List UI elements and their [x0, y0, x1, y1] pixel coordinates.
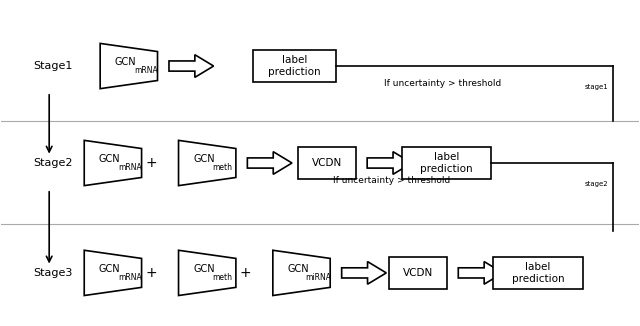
FancyBboxPatch shape: [390, 257, 447, 289]
Text: meth: meth: [212, 273, 232, 282]
Text: Stage2: Stage2: [33, 158, 73, 168]
Text: label: label: [282, 55, 307, 65]
Text: VCDN: VCDN: [403, 268, 433, 278]
Text: GCN: GCN: [193, 154, 215, 164]
Text: mRNA: mRNA: [134, 66, 158, 75]
Polygon shape: [100, 43, 157, 89]
FancyBboxPatch shape: [298, 147, 356, 179]
Text: Stage3: Stage3: [33, 268, 72, 278]
Text: prediction: prediction: [511, 274, 564, 284]
Text: +: +: [145, 266, 157, 280]
Polygon shape: [458, 261, 503, 284]
FancyBboxPatch shape: [253, 50, 336, 82]
Polygon shape: [247, 152, 292, 174]
Text: If uncertainty > threshold: If uncertainty > threshold: [384, 79, 501, 88]
Polygon shape: [342, 261, 387, 284]
Polygon shape: [84, 141, 141, 185]
Text: GCN: GCN: [99, 154, 120, 164]
Text: VCDN: VCDN: [312, 158, 342, 168]
Text: Stage1: Stage1: [33, 61, 72, 71]
Text: miRNA: miRNA: [306, 273, 332, 282]
Polygon shape: [169, 55, 214, 77]
Text: label: label: [434, 152, 460, 162]
FancyBboxPatch shape: [402, 147, 492, 179]
Text: GCN: GCN: [115, 57, 136, 67]
Text: +: +: [239, 266, 252, 280]
FancyBboxPatch shape: [493, 257, 582, 289]
Text: If uncertainty > threshold: If uncertainty > threshold: [333, 176, 450, 185]
Polygon shape: [179, 250, 236, 296]
Text: stage2: stage2: [584, 181, 608, 187]
Text: +: +: [145, 156, 157, 170]
Text: mRNA: mRNA: [118, 273, 142, 282]
Text: prediction: prediction: [268, 67, 321, 77]
Polygon shape: [84, 250, 141, 296]
Text: GCN: GCN: [287, 264, 309, 274]
Text: GCN: GCN: [193, 264, 215, 274]
Text: GCN: GCN: [99, 264, 120, 274]
Text: label: label: [525, 262, 550, 272]
Text: prediction: prediction: [420, 164, 473, 174]
Polygon shape: [273, 250, 330, 296]
Text: meth: meth: [212, 163, 232, 172]
Polygon shape: [367, 152, 412, 174]
Text: stage1: stage1: [584, 84, 608, 90]
Polygon shape: [179, 141, 236, 185]
Text: mRNA: mRNA: [118, 163, 142, 172]
